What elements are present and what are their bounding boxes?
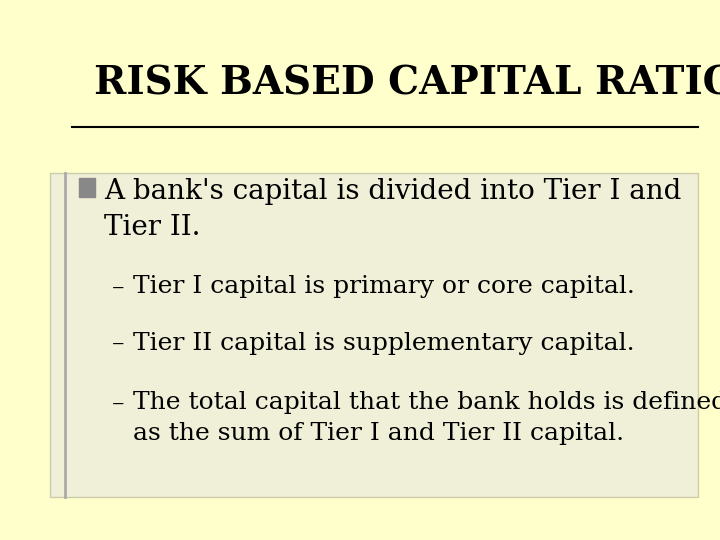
Text: RISK BASED CAPITAL RATIOS: RISK BASED CAPITAL RATIOS	[94, 65, 720, 103]
Text: Tier II capital is supplementary capital.: Tier II capital is supplementary capital…	[133, 332, 635, 355]
Text: Tier I capital is primary or core capital.: Tier I capital is primary or core capita…	[133, 275, 635, 299]
Bar	[79, 178, 95, 197]
Text: The total capital that the bank holds is defined
as the sum of Tier I and Tier I: The total capital that the bank holds is…	[133, 392, 720, 445]
Text: –: –	[112, 332, 124, 355]
FancyBboxPatch shape	[50, 173, 698, 497]
Text: A bank's capital is divided into Tier I and
Tier II.: A bank's capital is divided into Tier I …	[104, 178, 682, 241]
Text: –: –	[112, 392, 124, 415]
Text: –: –	[112, 275, 124, 299]
